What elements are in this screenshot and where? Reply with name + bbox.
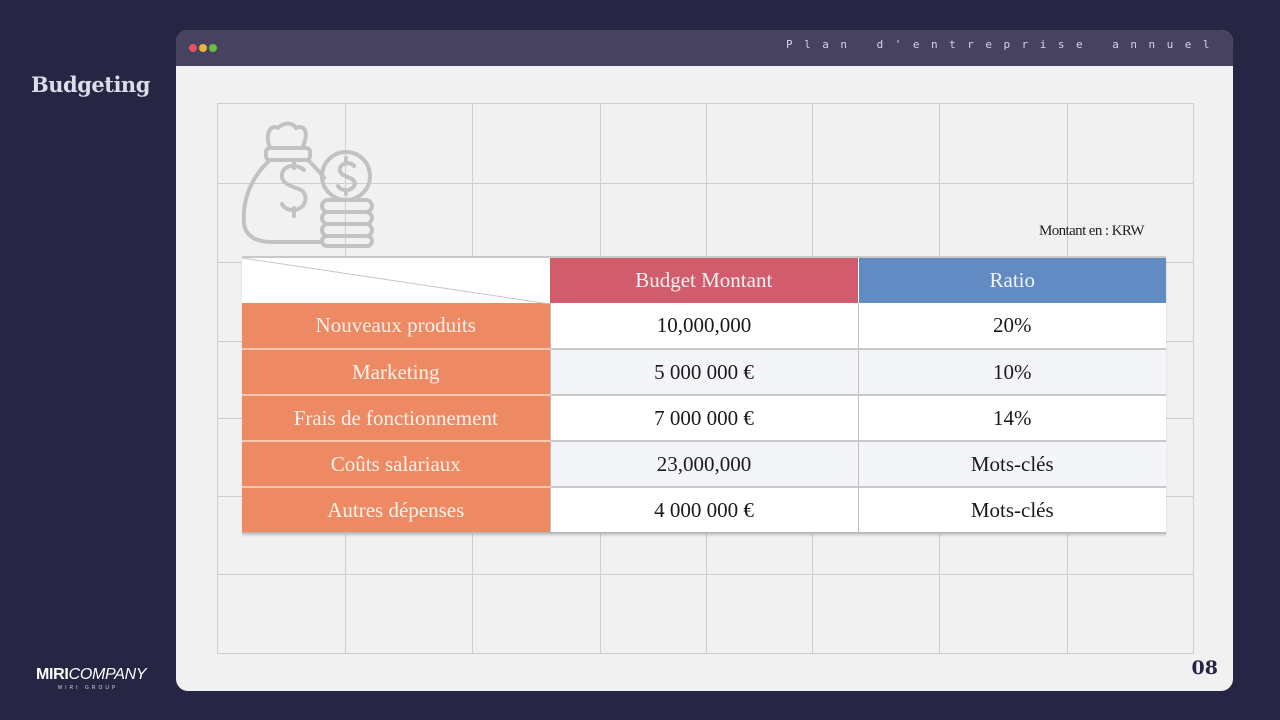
minimize-dot-icon[interactable] (199, 44, 207, 52)
row-label: Marketing (242, 349, 550, 396)
row-ratio: 20% (857, 303, 1166, 350)
row-ratio: 10% (857, 349, 1166, 396)
row-label: Nouveaux produits (242, 303, 550, 350)
money-bag-coins-icon (242, 121, 374, 248)
company-logo: MIRI COMPANY MIRI GROUP (36, 666, 147, 691)
table-row: Nouveaux produits 10,000,000 20% (242, 303, 1166, 350)
maximize-dot-icon[interactable] (209, 44, 217, 52)
row-ratio: Mots-clés (857, 441, 1166, 488)
row-amount: 23,000,000 (549, 441, 858, 488)
row-label: Autres dépenses (242, 487, 550, 534)
row-ratio: 14% (857, 395, 1166, 442)
row-amount: 4 000 000 € (549, 487, 858, 534)
logo-brand-left: MIRI (36, 666, 69, 683)
row-amount: 7 000 000 € (549, 395, 858, 442)
table-row: Frais de fonctionnement 7 000 000 € 14% (242, 395, 1166, 442)
page-number: 08 (1191, 657, 1218, 679)
diagonal-line-icon (242, 258, 550, 304)
table-row: Autres dépenses 4 000 000 € Mots-clés (242, 487, 1166, 534)
currency-unit-note: Montant en : KRW (1039, 223, 1145, 239)
header-ratio: Ratio (857, 256, 1166, 303)
close-dot-icon[interactable] (189, 44, 197, 52)
table-row: Coûts salariaux 23,000,000 Mots-clés (242, 441, 1166, 488)
corner-cell (242, 256, 550, 304)
row-amount: 5 000 000 € (549, 349, 858, 396)
row-label: Coûts salariaux (242, 441, 550, 488)
header-budget-amount: Budget Montant (550, 256, 858, 303)
row-ratio: Mots-clés (857, 487, 1166, 534)
section-title: Budgeting (31, 72, 150, 97)
window-title: Plan d'entreprise annuel (786, 38, 1221, 51)
budget-table: Budget Montant Ratio Nouveaux produits 1… (242, 256, 1166, 534)
slide-window: Plan d'entreprise annuel Montant en : KR (176, 30, 1233, 691)
row-label: Frais de fonctionnement (242, 395, 550, 442)
table-row: Marketing 5 000 000 € 10% (242, 349, 1166, 396)
row-amount: 10,000,000 (549, 303, 858, 350)
logo-brand-right: COMPANY (68, 666, 147, 683)
table-header-row: Budget Montant Ratio (242, 256, 1166, 304)
window-titlebar: Plan d'entreprise annuel (176, 30, 1233, 66)
logo-tagline: MIRI GROUP (58, 685, 119, 691)
